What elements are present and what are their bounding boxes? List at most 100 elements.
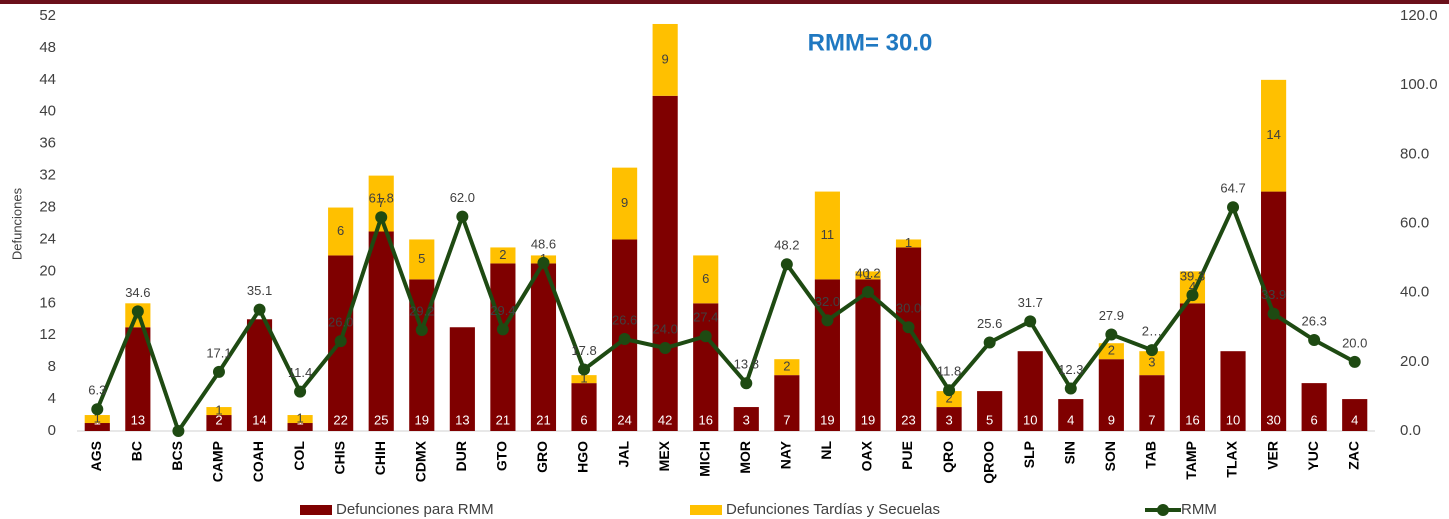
top-border (0, 0, 1449, 4)
bar-label: 25 (374, 412, 388, 427)
x-tick-label: QROO (980, 441, 996, 484)
legend-label: RMM (1181, 501, 1217, 518)
x-tick-label: TAMP (1183, 441, 1199, 480)
bar-label: 1 (296, 410, 303, 425)
y2-tick-label: 40.0 (1400, 284, 1429, 301)
bar-label: 9 (1108, 412, 1115, 427)
y2-tick-label: 20.0 (1400, 353, 1429, 370)
rmm-point (1186, 289, 1199, 302)
bar-label: 42 (658, 412, 672, 427)
bar (1342, 399, 1368, 431)
bar-label: 16 (1185, 412, 1199, 427)
bar (855, 279, 881, 431)
rmm-label: 27.9 (1099, 308, 1124, 323)
y-tick-label: 36 (39, 135, 56, 152)
rmm-point (496, 323, 509, 336)
x-tick-label: MICH (696, 441, 712, 477)
x-tick-label: AGS (88, 441, 104, 471)
bar-label: 6 (1311, 412, 1318, 427)
y-tick-label: 28 (39, 199, 56, 216)
y-axis-label: Defunciones (9, 187, 24, 260)
bar (652, 23, 678, 96)
rmm-point (943, 384, 956, 397)
bar-label: 1 (94, 410, 101, 425)
bar-label: 19 (415, 412, 429, 427)
x-tick-label: COAH (250, 441, 266, 482)
rmm-point (659, 342, 672, 354)
rmm-label: 48.6 (531, 236, 556, 251)
bar-label: 3 (945, 412, 952, 427)
bar (693, 303, 719, 431)
bar-label: 16 (698, 412, 712, 427)
bar (246, 319, 273, 431)
bar-label: 2 (783, 359, 790, 374)
rmm-label: 12.3 (1058, 362, 1083, 377)
x-tick-label: VER (1264, 441, 1280, 470)
bar (612, 167, 638, 240)
bar-label: 24 (617, 412, 631, 427)
rmm-label: 27.4 (693, 310, 718, 325)
x-tick-label: CHIS (331, 441, 347, 474)
y-tick-label: 16 (39, 294, 56, 311)
bar (855, 271, 881, 280)
rmm-label: 26.0 (328, 315, 353, 330)
rmm-label: 33.9 (1261, 287, 1286, 302)
rmm-point (1267, 307, 1280, 320)
bar-label: 19 (820, 412, 834, 427)
x-tick-label: TLAX (1224, 440, 1240, 477)
rmm-label: 40.2 (855, 265, 880, 280)
bar (693, 255, 719, 304)
bar-label: 5 (986, 412, 993, 427)
rmm-line (95, 202, 1356, 436)
rmm-point (699, 330, 712, 343)
rmm-label: 32.0 (815, 294, 840, 309)
bar (490, 247, 516, 264)
x-tick-label: NAY (778, 440, 794, 469)
y2-tick-label: 80.0 (1400, 145, 1429, 162)
rmm-label: 29.2 (409, 303, 434, 318)
y-tick-label: 32 (39, 167, 56, 184)
rmm-label: 62.0 (450, 190, 475, 205)
x-tick-label: TAB (1143, 441, 1159, 469)
y2-tick-label: 60.0 (1400, 214, 1429, 231)
rmm-label: 29.4 (490, 303, 515, 318)
rmm-label: 34.6 (125, 285, 150, 300)
rmm-point (1348, 355, 1361, 368)
rmm-point (172, 425, 185, 437)
rmm-point (578, 363, 591, 376)
x-tick-label: SON (1102, 441, 1118, 471)
bar (84, 423, 110, 431)
bar-label: 30 (1266, 412, 1280, 427)
bar (490, 263, 516, 431)
bar-label: 1 (580, 371, 587, 386)
rmm-point (537, 256, 550, 269)
rmm-point (740, 377, 753, 390)
rmm-label: 25.6 (977, 316, 1002, 331)
rmm-point (1308, 334, 1321, 347)
bar-label: 9 (621, 195, 628, 210)
y-tick-label: 8 (48, 358, 56, 375)
x-tick-label: DUR (453, 441, 469, 471)
bar-label: 13 (455, 412, 469, 427)
rmm-point (618, 333, 631, 346)
bar-label: 21 (496, 412, 510, 427)
bar-label: 7 (378, 195, 385, 210)
bar-label: 14 (252, 412, 266, 427)
bar (814, 191, 840, 280)
x-tick-label: GTO (494, 441, 510, 471)
y-tick-label: 52 (39, 7, 56, 24)
bar (1261, 79, 1287, 192)
bar (1098, 359, 1124, 431)
rmm-point (294, 385, 307, 398)
rmm-label: 26.6 (612, 312, 637, 327)
rmm-label: 48.2 (774, 238, 799, 253)
rmm-point (1064, 382, 1077, 395)
x-tick-label: BC (129, 441, 145, 461)
bar (1220, 351, 1246, 431)
rmm-label: 31.7 (1018, 295, 1043, 310)
bar (1139, 375, 1165, 431)
bar (1179, 303, 1206, 431)
bar-label: 7 (1148, 412, 1155, 427)
bar-label: 10 (1226, 412, 1240, 427)
bar (287, 423, 313, 431)
